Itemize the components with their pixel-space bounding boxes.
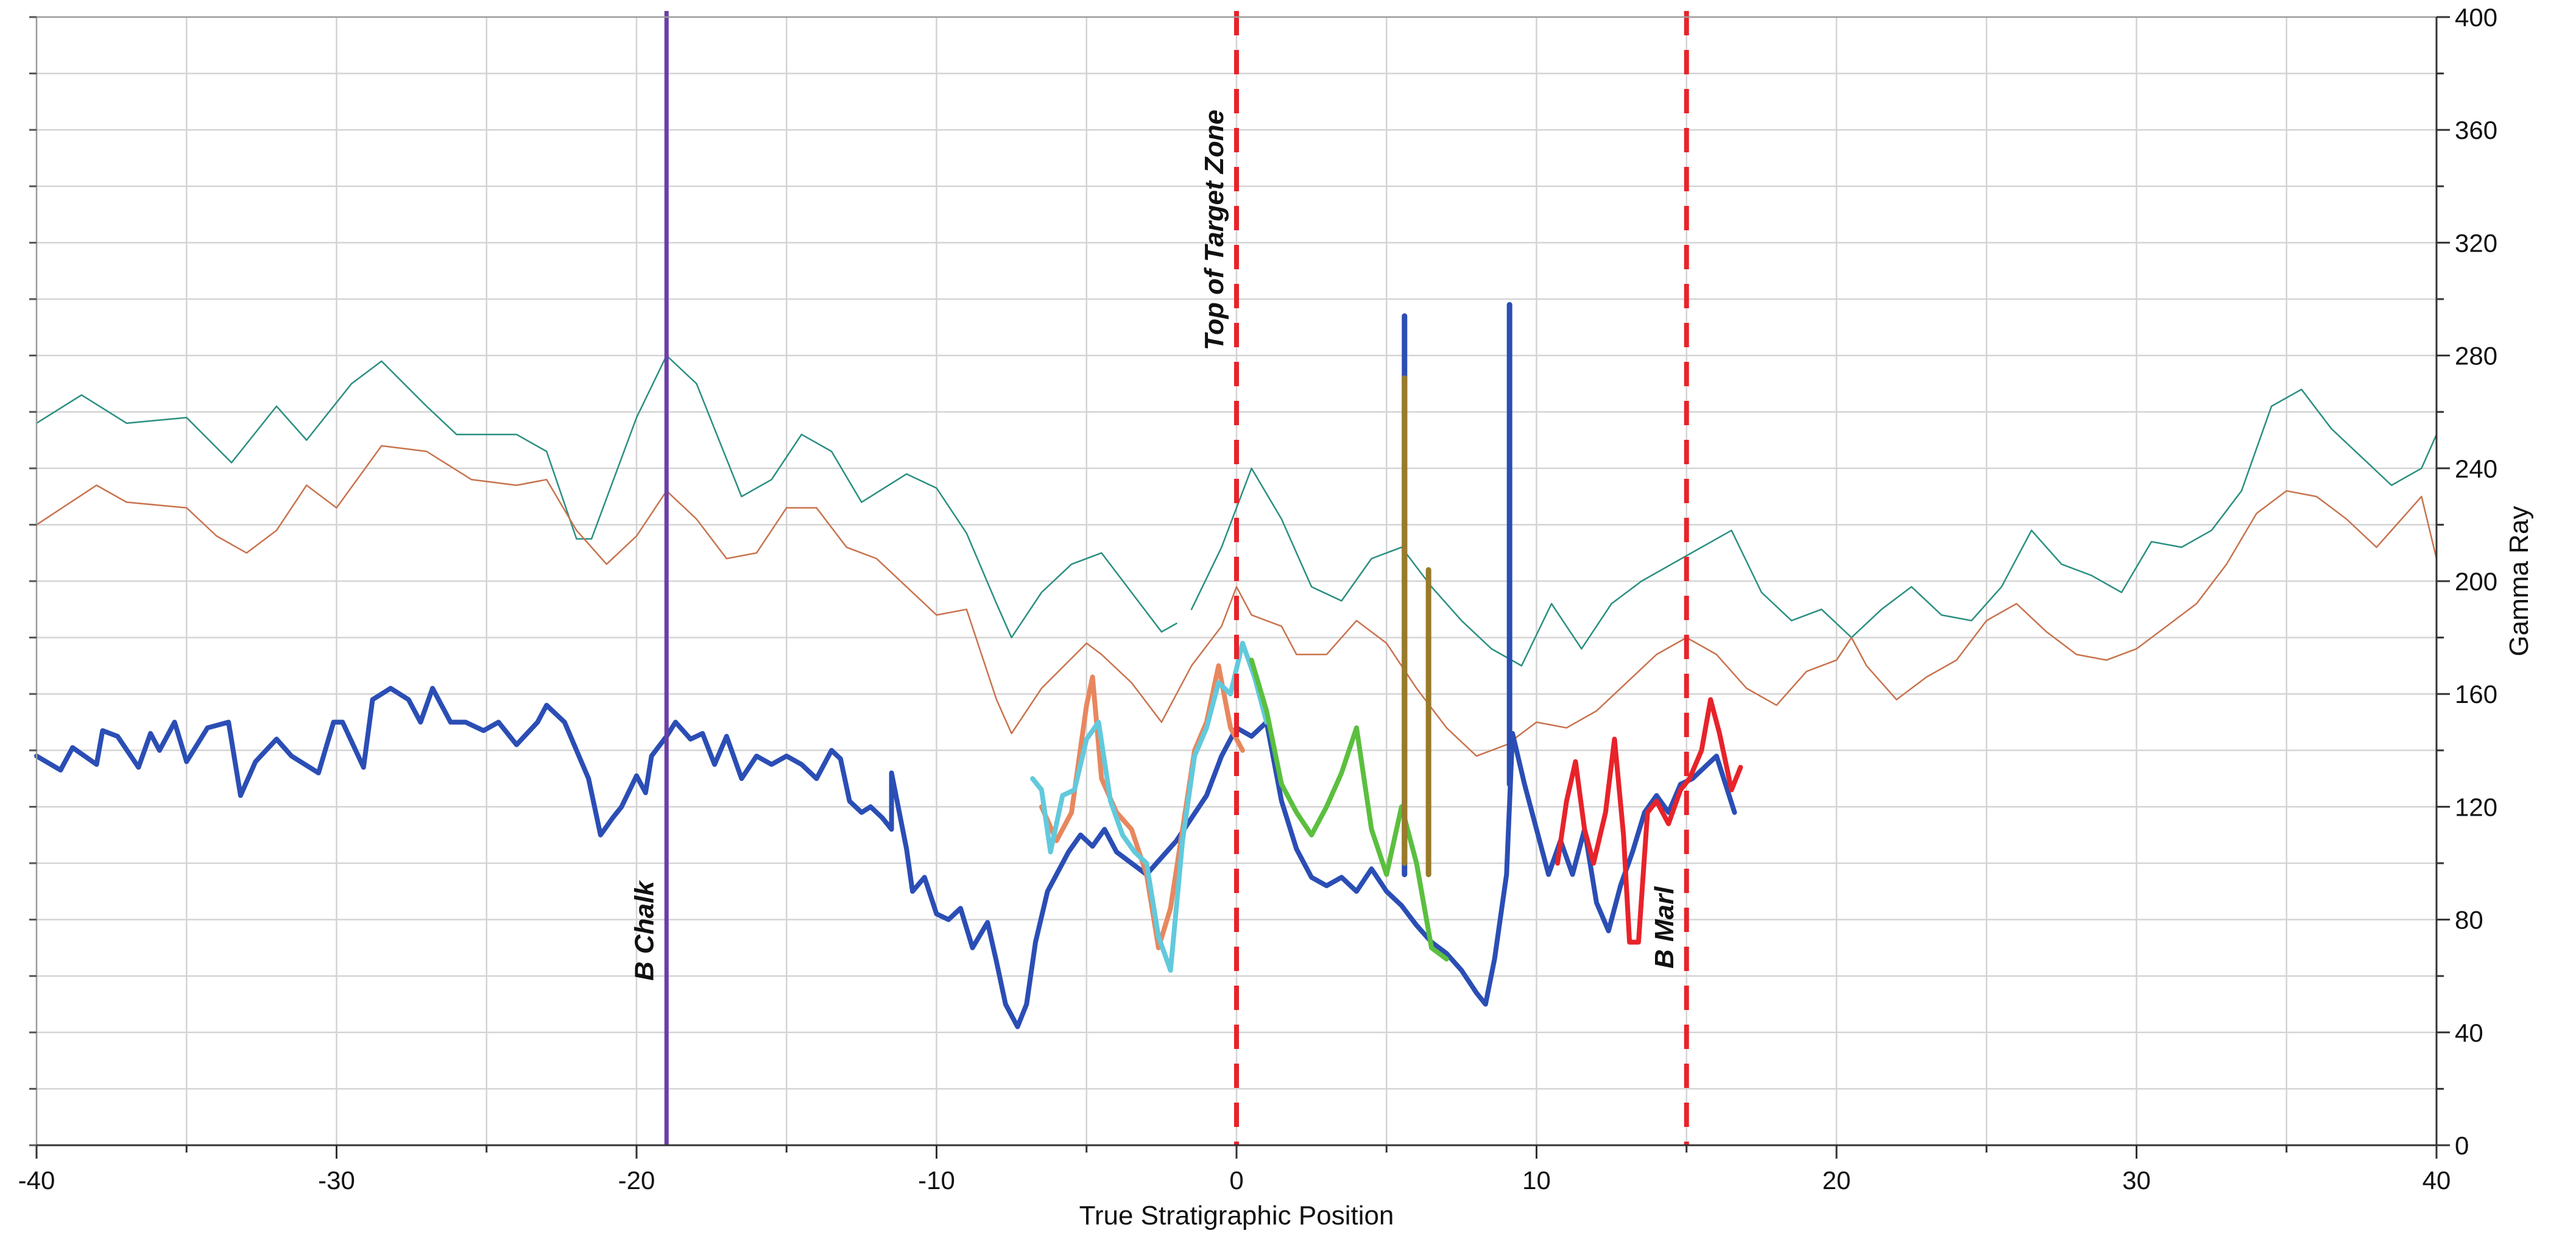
y-tick-label: 0 (2455, 1131, 2469, 1160)
x-tick-label: -40 (18, 1166, 55, 1195)
x-tick-label: -20 (618, 1166, 655, 1195)
x-tick-label: 10 (1522, 1166, 1551, 1195)
series-line (35, 355, 1177, 638)
y-tick-label: 400 (2455, 3, 2497, 32)
axes (29, 16, 2450, 1159)
y-tick-label: 200 (2455, 567, 2497, 596)
y-tick-label: 320 (2455, 228, 2497, 257)
series-line (34, 685, 1737, 1029)
series-line (1249, 657, 1449, 962)
y-tick-label: 160 (2455, 680, 2497, 708)
x-tick-label: 20 (1823, 1166, 1851, 1195)
y-tick-label: 80 (2455, 906, 2483, 934)
x-tick-label: 40 (2422, 1166, 2451, 1195)
y-axis-label: Gamma Ray (2504, 506, 2534, 657)
x-tick-label: 30 (2122, 1166, 2151, 1195)
y-tick-label: 240 (2455, 454, 2497, 483)
x-tick-label: -30 (318, 1166, 355, 1195)
y-tick-label: 280 (2455, 342, 2497, 370)
series-line (1030, 640, 1269, 973)
x-tick-label: -10 (918, 1166, 955, 1195)
marker-label: B Marl (1650, 886, 1679, 969)
tick-labels: -40 -30 -20 -10 0 10 20 30 400408012016020024028… (18, 3, 2497, 1195)
y-tick-label: 40 (2455, 1019, 2483, 1047)
series-layer (34, 302, 2438, 1029)
y-tick-label: 360 (2455, 116, 2497, 144)
marker-lines: B Chalk Top of Target Zone B Marl (629, 11, 1689, 1145)
x-tick-label: 0 (1229, 1166, 1243, 1195)
series-line (35, 445, 2438, 757)
series-line (1555, 697, 1743, 945)
y-tick-label: 120 (2455, 793, 2497, 821)
marker-label: Top of Target Zone (1199, 110, 1229, 350)
marker-label: B Chalk (629, 880, 659, 981)
x-axis-label: True Stratigraphic Position (1079, 1201, 1394, 1231)
series-line (1190, 388, 2438, 667)
